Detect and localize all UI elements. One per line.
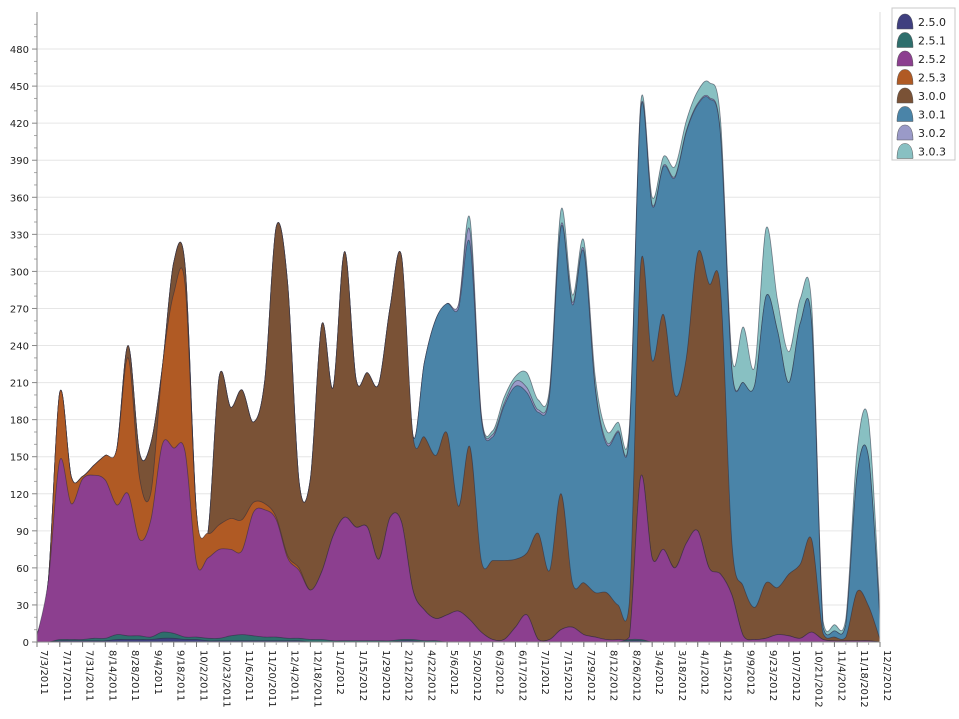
y-tick-label: 120 xyxy=(10,490,29,501)
x-tick-label: 7/15/2012 xyxy=(562,650,573,701)
legend-item-3-0-3[interactable]: 3.0.3 xyxy=(896,143,946,159)
legend-swatch xyxy=(896,32,914,48)
legend: 2.5.0 2.5.1 2.5.2 2.5.3 3.0.0 3.0.1 3.0.2 3.0.3 xyxy=(891,7,956,161)
x-tick-label: 3/4/2012 xyxy=(653,650,664,695)
legend-item-3-0-1[interactable]: 3.0.1 xyxy=(896,106,946,122)
x-tick-label: 7/31/2011 xyxy=(84,650,95,701)
y-tick-label: 420 xyxy=(10,119,29,130)
x-tick-label: 10/2/2011 xyxy=(197,650,208,701)
legend-item-3-0-2[interactable]: 3.0.2 xyxy=(896,124,946,141)
legend-item-2-5-0[interactable]: 2.5.0 xyxy=(896,13,946,30)
x-tick-label: 5/20/2012 xyxy=(471,650,482,701)
series-areas xyxy=(36,80,881,643)
x-tick-label: 12/18/2011 xyxy=(311,650,322,708)
y-tick-label: 90 xyxy=(16,527,29,538)
x-tick-label: 10/21/2012 xyxy=(813,650,824,708)
x-tick-label: 11/18/2012 xyxy=(858,650,869,708)
x-tick-label: 4/1/2012 xyxy=(699,650,710,695)
legend-label: 2.5.0 xyxy=(918,16,946,29)
x-tick-label: 11/6/2011 xyxy=(243,650,254,701)
legend-swatch xyxy=(896,143,914,159)
legend-label: 3.0.1 xyxy=(918,109,946,122)
y-tick-label: 390 xyxy=(10,156,29,167)
x-tick-label: 4/22/2012 xyxy=(425,650,436,701)
x-tick-label: 9/4/2011 xyxy=(152,650,163,695)
y-tick-label: 210 xyxy=(10,379,29,390)
x-tick-label: 6/3/2012 xyxy=(494,650,505,695)
x-tick-label: 8/12/2012 xyxy=(608,650,619,701)
y-tick-label: 480 xyxy=(10,45,29,56)
x-tick-label: 11/4/2012 xyxy=(835,650,846,701)
legend-item-2-5-1[interactable]: 2.5.1 xyxy=(896,32,946,48)
legend-swatch xyxy=(896,106,914,122)
x-tick-label: 11/20/2011 xyxy=(266,650,277,708)
y-tick-label: 0 xyxy=(23,638,29,649)
y-tick-label: 30 xyxy=(16,601,29,612)
y-tick-label: 180 xyxy=(10,416,29,427)
x-tick-label: 8/14/2011 xyxy=(106,650,117,701)
y-tick-label: 360 xyxy=(10,193,29,204)
legend-swatch xyxy=(896,124,914,141)
x-tick-label: 12/2/2012 xyxy=(881,650,892,701)
x-tick-label: 10/7/2012 xyxy=(790,650,801,701)
x-tick-label: 10/23/2011 xyxy=(220,650,231,708)
legend-label: 3.0.2 xyxy=(918,127,946,140)
x-tick-label: 4/15/2012 xyxy=(722,650,733,701)
x-tick-label: 7/17/2011 xyxy=(61,650,72,701)
legend-label: 2.5.3 xyxy=(918,72,946,85)
y-axis-tick-labels: 0 30 60 90 120 150 180 210 240 270 300 330 360 390 420… xyxy=(10,45,29,649)
legend-swatch xyxy=(896,87,914,104)
y-tick-label: 240 xyxy=(10,342,29,353)
y-tick-label: 330 xyxy=(10,230,29,241)
x-tick-label: 8/26/2012 xyxy=(630,650,641,701)
x-tick-label: 1/1/2012 xyxy=(334,650,345,695)
x-tick-label: 1/15/2012 xyxy=(357,650,368,701)
legend-swatch xyxy=(896,50,914,67)
axes xyxy=(36,12,881,647)
legend-swatch xyxy=(896,69,914,85)
x-tick-label: 2/12/2012 xyxy=(403,650,414,701)
area-series-2-5-2 xyxy=(36,439,881,643)
x-tick-label: 7/1/2012 xyxy=(539,650,550,695)
x-tick-label: 8/28/2011 xyxy=(129,650,140,701)
x-tick-label: 9/18/2011 xyxy=(175,650,186,701)
x-tick-label: 5/6/2012 xyxy=(448,650,459,695)
legend-item-2-5-3[interactable]: 2.5.3 xyxy=(896,69,946,85)
legend-item-3-0-0[interactable]: 3.0.0 xyxy=(896,87,946,104)
x-axis-tick-labels: 7/3/2011 7/17/2011 7/31/2011 8/14/2011 8/28/… xyxy=(38,650,892,708)
x-tick-label: 7/29/2012 xyxy=(585,650,596,701)
y-tick-label: 270 xyxy=(10,304,29,315)
y-tick-label: 60 xyxy=(16,564,29,575)
legend-swatch xyxy=(896,13,914,30)
x-tick-label: 9/9/2012 xyxy=(744,650,755,695)
x-tick-label: 9/23/2012 xyxy=(767,650,778,701)
legend-label: 2.5.2 xyxy=(918,53,946,66)
x-tick-label: 12/4/2011 xyxy=(289,650,300,701)
legend-label: 2.5.1 xyxy=(918,35,946,48)
x-tick-label: 6/17/2012 xyxy=(516,650,527,701)
legend-item-2-5-2[interactable]: 2.5.2 xyxy=(896,50,946,67)
x-tick-label: 3/18/2012 xyxy=(676,650,687,701)
x-tick-label: 1/29/2012 xyxy=(380,650,391,701)
legend-label: 3.0.0 xyxy=(918,90,946,103)
x-tick-label: 7/3/2011 xyxy=(38,650,49,695)
legend-label: 3.0.3 xyxy=(918,146,946,159)
y-tick-label: 450 xyxy=(10,82,29,93)
y-tick-label: 300 xyxy=(10,267,29,278)
y-tick-label: 150 xyxy=(10,453,29,464)
